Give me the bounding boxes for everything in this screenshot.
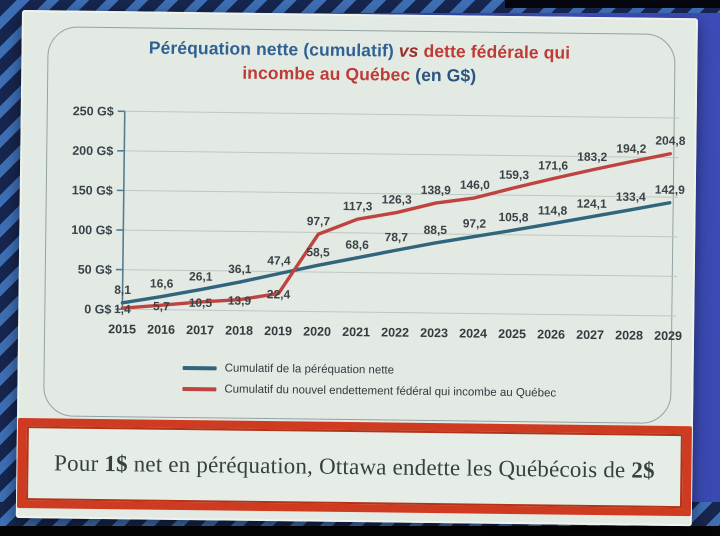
bottom-banner: Pour 1$ net en péréquation, Ottawa endet… (16, 417, 692, 517)
y-tick-label: 50 G$ (78, 263, 112, 277)
chart-svg: 250 G$ 200 G$ 150 G$ 100 G$ 50 G$ 0 G$ 2015 201… (71, 104, 686, 343)
grid-line (122, 269, 677, 277)
page-title: Péréquation nette (cumulatif) vs dette féd… (21, 34, 698, 90)
data-label: 22,4 (267, 287, 291, 301)
x-tick-label: 2025 (498, 327, 526, 341)
y-tick-label: 100 G$ (71, 223, 112, 238)
data-label: 159,3 (499, 168, 530, 182)
data-label: 78,7 (384, 230, 408, 244)
slide: Péréquation nette (cumulatif) vs dette féd… (15, 10, 698, 527)
x-tick-label: 2019 (264, 324, 292, 338)
black-bar-top-right (505, 0, 720, 8)
title-red-part-1: dette fédérale qui (423, 40, 571, 63)
x-tick-label: 2023 (420, 326, 448, 340)
title-vs: vs (398, 40, 419, 61)
banner-amount-1: 1$ (104, 451, 128, 477)
data-label: 204,8 (655, 134, 686, 148)
data-label: 183,2 (577, 150, 608, 164)
x-tick-label: 2018 (225, 324, 253, 338)
grid-line (123, 229, 678, 238)
red-series-line (120, 152, 672, 310)
data-label: 126,3 (382, 192, 413, 206)
data-label: 16,6 (150, 276, 174, 290)
data-label: 5,7 (153, 299, 170, 313)
y-axis-line (121, 111, 126, 310)
y-tick-label: 0 G$ (84, 302, 111, 316)
x-tick-label: 2015 (108, 322, 136, 336)
data-label: 97,2 (463, 216, 487, 230)
data-label: 26,1 (189, 269, 213, 283)
data-label: 68,6 (345, 238, 369, 252)
data-label: 124,1 (577, 197, 608, 211)
data-label: 36,1 (228, 262, 252, 276)
data-label: 47,4 (267, 253, 291, 267)
title-blue-part: Péréquation nette (cumulatif) (148, 37, 394, 61)
grid-line (123, 189, 678, 198)
x-tick-label: 2029 (654, 329, 682, 343)
x-tick-label: 2024 (459, 326, 487, 340)
data-label: 88,5 (424, 223, 448, 237)
data-label: 8,1 (114, 283, 131, 297)
data-label: 97,7 (307, 214, 331, 228)
banner-middle: net en péréquation, Ottawa endette les Q… (127, 451, 632, 483)
data-label: 194,2 (616, 141, 647, 155)
data-label: 117,3 (343, 199, 373, 213)
x-tick-label: 2027 (576, 328, 604, 342)
data-label: 171,6 (538, 158, 569, 172)
y-tick-label: 200 G$ (72, 144, 113, 159)
data-label: 138,9 (421, 183, 452, 197)
blue-series-line (120, 201, 672, 305)
title-red-part-2: incombe au Québec (242, 62, 411, 85)
data-label: 13,9 (228, 294, 252, 308)
data-label: 1,4 (114, 302, 131, 316)
blue-line-swatch (182, 365, 217, 371)
x-tick-label: 2020 (303, 324, 331, 338)
grid-line (122, 308, 677, 317)
x-tick-label: 2026 (537, 327, 565, 341)
x-tick-label: 2028 (615, 328, 643, 342)
grid-line (124, 110, 679, 119)
data-label: 133,4 (616, 190, 647, 204)
data-label: 146,0 (460, 178, 491, 192)
data-label: 58,5 (306, 245, 330, 259)
banner-text: Pour 1$ net en péréquation, Ottawa endet… (26, 426, 683, 509)
legend-label: Cumulatif de la péréquation nette (224, 362, 395, 377)
red-line-swatch (182, 386, 217, 392)
x-tick-label: 2016 (147, 323, 175, 337)
grid-line (124, 150, 679, 159)
y-tick-label: 250 G$ (73, 104, 114, 119)
y-tick-label: 150 G$ (72, 183, 113, 198)
banner-amount-2: 2$ (631, 457, 655, 483)
x-tick-label: 2017 (186, 323, 214, 337)
black-bar-bottom (0, 526, 720, 536)
legend: Cumulatif de la péréquation nette Cumula… (182, 362, 556, 400)
data-label: 10,5 (189, 296, 213, 310)
title-unit: (en G$) (410, 64, 477, 86)
data-label: 114,8 (538, 203, 568, 217)
x-tick-label: 2022 (381, 325, 409, 339)
data-label: 142,9 (655, 183, 686, 197)
data-label: 105,8 (498, 210, 529, 224)
x-tick-label: 2021 (342, 325, 370, 339)
banner-prefix: Pour (53, 450, 105, 477)
